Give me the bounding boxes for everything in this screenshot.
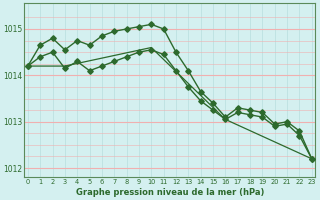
X-axis label: Graphe pression niveau de la mer (hPa): Graphe pression niveau de la mer (hPa) <box>76 188 264 197</box>
